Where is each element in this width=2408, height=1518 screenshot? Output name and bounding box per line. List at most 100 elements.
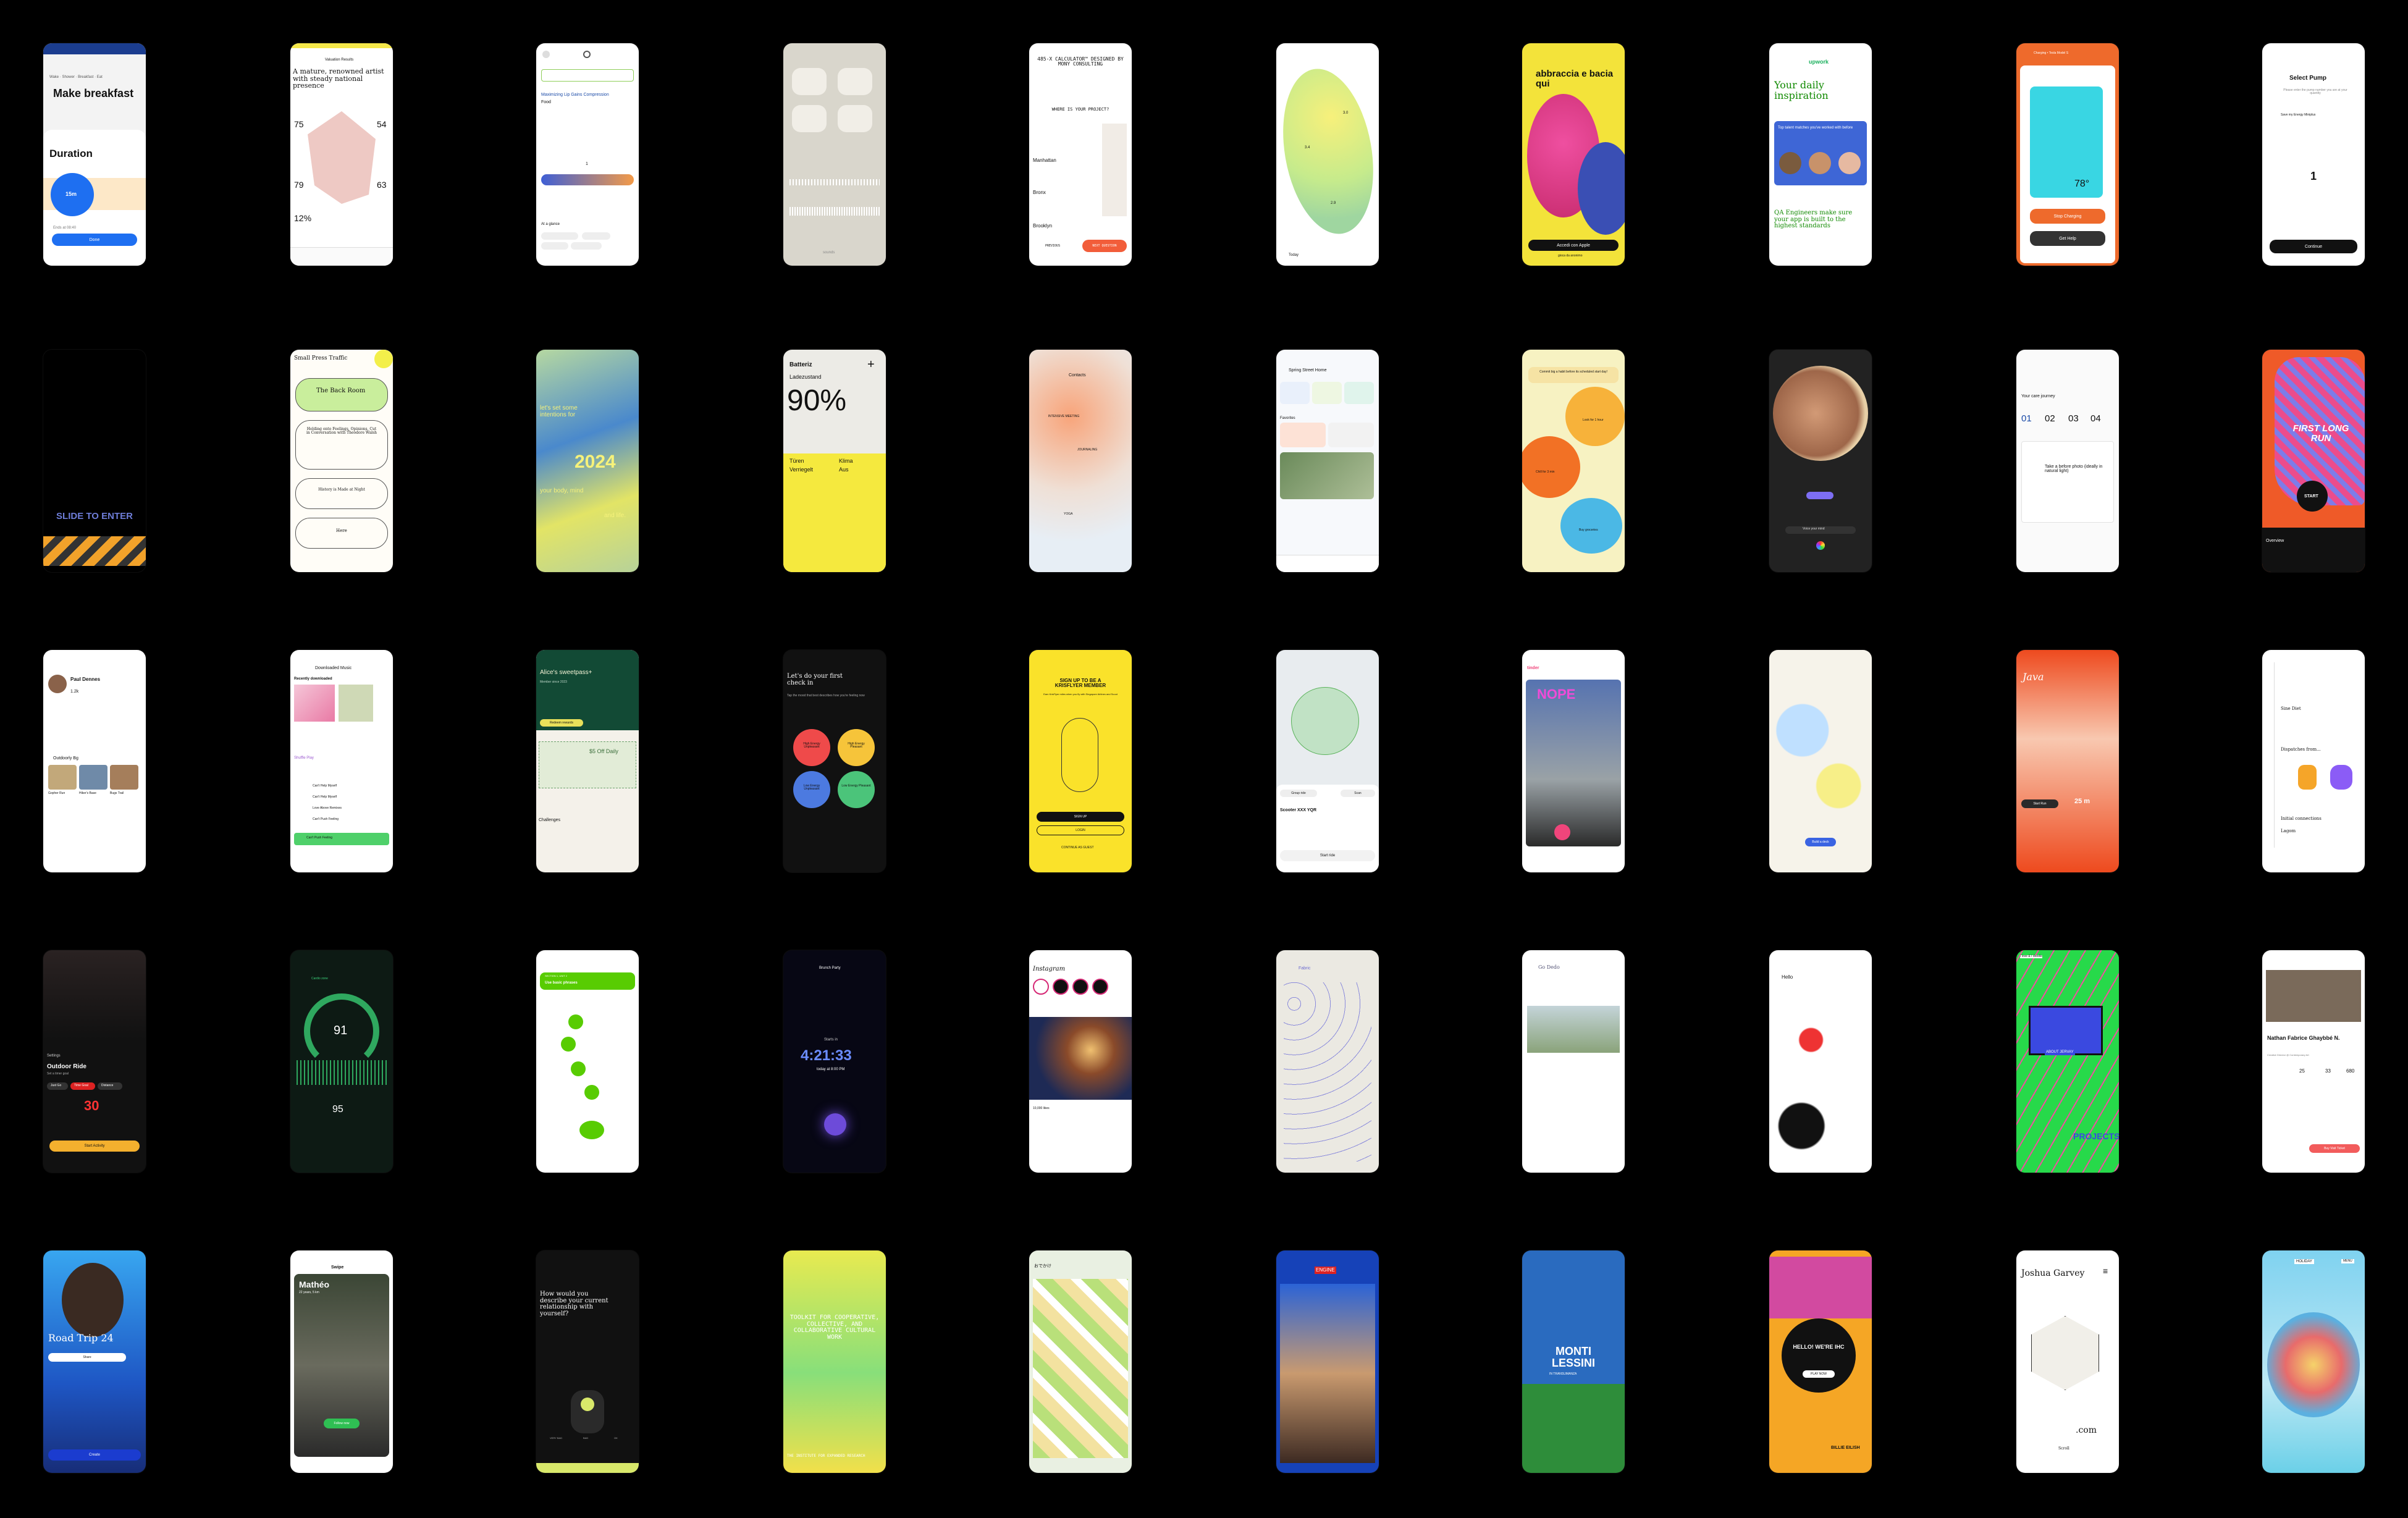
track-2[interactable]: Can't Help Myself xyxy=(313,795,337,799)
play-now-button[interactable]: PLAY NOW xyxy=(1803,1370,1835,1378)
menu-icon[interactable]: ≡ xyxy=(2103,1266,2108,1276)
app-screen-downloaded-music[interactable]: Downloaded Music Recently downloaded Shu… xyxy=(290,650,393,872)
task-card[interactable] xyxy=(2021,441,2114,523)
app-screen-care-journey[interactable]: Your care journey 01 02 03 04 Take a bef… xyxy=(2016,350,2119,572)
app-screen-cardio[interactable]: Cardio zone 91 95 xyxy=(290,950,393,1173)
create-button[interactable]: Create xyxy=(48,1449,141,1461)
feed-thumbnail[interactable] xyxy=(79,765,107,790)
chip-distance[interactable] xyxy=(98,1082,122,1090)
guest-link[interactable]: CONTINUE AS GUEST xyxy=(1061,846,1094,850)
app-screen-profile[interactable]: Paul Dennes 1.2k Outdoorly Bg Gopher Run… xyxy=(43,650,146,872)
chip-just-go[interactable] xyxy=(47,1082,68,1090)
app-screen-contacts[interactable]: Contacts INTENSIVE MEETING JOURNALING YO… xyxy=(1029,350,1132,572)
app-screen-abbraccia[interactable]: abbraccia e bacia qui Accedi con Apple g… xyxy=(1522,43,1625,266)
start-ride-button[interactable]: Start ride xyxy=(1280,850,1375,861)
follow-button[interactable]: Follow now xyxy=(324,1419,360,1428)
mic-bar[interactable] xyxy=(1785,526,1856,534)
track-3[interactable]: Love Above Remixes xyxy=(313,806,342,810)
scan-button[interactable]: Scan xyxy=(1341,790,1375,797)
mini-player[interactable] xyxy=(294,833,389,845)
app-screen-ihc[interactable]: HELLO! WE'RE IHC PLAY NOW BILLIE EILISH xyxy=(1769,1250,1872,1473)
story-avatar[interactable] xyxy=(1033,979,1049,995)
login-button[interactable]: LOGIN xyxy=(1037,825,1124,835)
pump-number[interactable]: 1 xyxy=(2310,170,2317,182)
bottom-tab-bar[interactable] xyxy=(290,247,393,266)
stop-charging-button[interactable]: Stop Charging xyxy=(2030,209,2105,224)
app-screen-duolingo[interactable]: SECTION 1, UNIT 2 Use basic phrases xyxy=(536,950,639,1173)
article-4[interactable]: Lagom xyxy=(2281,829,2296,833)
option-3[interactable]: Brooklyn xyxy=(1033,223,1053,229)
close-icon[interactable] xyxy=(542,51,550,58)
app-screen-intentions[interactable]: let's set some intentions for 2024 your … xyxy=(536,350,639,572)
app-screen-charging[interactable]: Charging • Tesla Model S 78° Stop Chargi… xyxy=(2016,43,2119,266)
app-screen-artist-profile[interactable]: Nathan Fabrice Ghaybbé N. Creative Direc… xyxy=(2262,950,2365,1173)
app-screen-instagram[interactable]: Instagram 10,000 likes xyxy=(1029,950,1132,1173)
habit-bubble[interactable] xyxy=(1560,498,1622,554)
app-screen-upwork[interactable]: upwork Your daily inspiration Top talent… xyxy=(1769,43,1872,266)
done-button[interactable]: Done xyxy=(52,234,137,246)
app-screen-doodle-wall[interactable]: Hello xyxy=(1769,950,1872,1173)
app-screen-relationship-survey[interactable]: How would you describe your current rela… xyxy=(536,1250,639,1473)
app-screen-road-trip[interactable]: Road Trip 24 Share Create xyxy=(43,1250,146,1473)
app-screen-swipe[interactable]: Swipe Mathéo 22 years, 5 km Follow now xyxy=(290,1250,393,1473)
pattern-grid[interactable] xyxy=(1284,982,1371,1162)
app-screen-tinder[interactable]: tinder NOPE xyxy=(1522,650,1625,872)
quantity-stepper[interactable]: 1 xyxy=(586,162,588,166)
rating-slider[interactable] xyxy=(571,1390,604,1433)
app-screen-slide-to-enter[interactable]: SLIDE TO ENTER xyxy=(43,350,146,572)
device-tile[interactable] xyxy=(1312,382,1342,404)
app-screen-java-run[interactable]: Java 25 m Start Run xyxy=(2016,650,2119,872)
slider-thumb[interactable] xyxy=(581,1398,594,1411)
app-screen-engine[interactable]: ENGINE xyxy=(1276,1250,1379,1473)
coupon-card[interactable] xyxy=(539,741,636,788)
profile-card[interactable] xyxy=(1526,680,1621,846)
start-run-button[interactable]: Start Run xyxy=(2021,799,2058,808)
step-1[interactable]: 01 xyxy=(2021,413,2032,424)
scroll-link[interactable]: Scroll xyxy=(2058,1446,2069,1451)
app-screen-make-breakfast[interactable]: Wake · Shower · Breakfast · Eat Make bre… xyxy=(43,43,146,266)
app-screen-battery[interactable]: Batteriz + Ladezustand 90% Türen Verrieg… xyxy=(783,350,886,572)
article-1[interactable]: Sine Diet xyxy=(2281,706,2301,711)
app-screen-smart-home[interactable]: Spring Street Home Favorites xyxy=(1276,350,1379,572)
mood-option[interactable] xyxy=(838,729,875,766)
app-screen-small-press[interactable]: Small Press Traffic The Back Room Holdin… xyxy=(290,350,393,572)
about-bubble[interactable]: ABOUT JERVAY xyxy=(2045,1049,2075,1056)
app-screen-food-detail[interactable]: Maximizing Lip Gains Compression Food 1 … xyxy=(536,43,639,266)
step-4[interactable]: 04 xyxy=(2090,413,2101,424)
play-button[interactable] xyxy=(824,1113,846,1136)
app-screen-scooter-map[interactable]: Group ride Scan Scooter XXX YQR Start ri… xyxy=(1276,650,1379,872)
track-1[interactable]: Can't Help Myself xyxy=(313,784,337,788)
album-art[interactable] xyxy=(294,685,335,722)
app-screen-krisflyer[interactable]: SIGN UP TO BE A KRISFLYER MEMBER Earn Kr… xyxy=(1029,650,1132,872)
album-art[interactable] xyxy=(339,685,373,722)
voice-chip[interactable] xyxy=(1806,492,1833,499)
app-screen-holiday-island[interactable]: HOLIDAY MENU xyxy=(2262,1250,2365,1473)
event-card[interactable] xyxy=(295,378,388,411)
previous-button[interactable]: PREVIOUS xyxy=(1045,244,1061,248)
buy-ticket-button[interactable]: Buy Visit Ticket xyxy=(2309,1144,2360,1153)
article-3[interactable]: Initial connections xyxy=(2281,816,2322,821)
mood-option[interactable] xyxy=(793,771,830,808)
menu-button[interactable]: MENU xyxy=(2341,1259,2354,1264)
step-2[interactable]: 02 xyxy=(2045,413,2055,424)
tab-today[interactable]: Today xyxy=(1289,253,1299,257)
apple-login-button[interactable]: Accedi con Apple xyxy=(1528,240,1619,251)
app-screen-portfolio[interactable]: I love & I doodle ABOUT JERVAY PROJECTS xyxy=(2016,950,2119,1173)
app-screen-reading-list[interactable]: Sine Diet Dispatches from... Initial con… xyxy=(2262,650,2365,872)
option-checkbox[interactable]: Save my Energy Miniplus xyxy=(2281,113,2316,117)
redeem-button[interactable]: Redeem rewards xyxy=(540,719,583,727)
app-screen-doodle-deck[interactable]: Build a deck xyxy=(1769,650,1872,872)
sign-up-button[interactable]: SIGN UP xyxy=(1037,812,1124,822)
app-screen-calculator[interactable]: 485-X CALCULATOR™ DESIGNED BY MONY CONSU… xyxy=(1029,43,1132,266)
mood-option[interactable] xyxy=(838,771,875,808)
app-screen-monti-lessini[interactable]: MONTI LESSINI IN TRANSUMANZA xyxy=(1522,1250,1625,1473)
chip-time-goal[interactable] xyxy=(70,1082,95,1090)
track-4[interactable]: Can't Push Feeling xyxy=(313,817,339,821)
feed-thumbnail[interactable] xyxy=(48,765,77,790)
projects-sticker[interactable]: PROJECTS xyxy=(2073,1131,2119,1141)
app-screen-countdown[interactable]: Brunch Party Starts in 4:21:33 today at … xyxy=(783,950,886,1173)
lesson-node[interactable] xyxy=(584,1085,599,1100)
continue-button[interactable]: Continue xyxy=(2270,240,2357,253)
colorwheel-icon[interactable] xyxy=(1816,541,1825,550)
app-screen-blob[interactable]: 3.0 3.4 2.9 Today xyxy=(1276,43,1379,266)
